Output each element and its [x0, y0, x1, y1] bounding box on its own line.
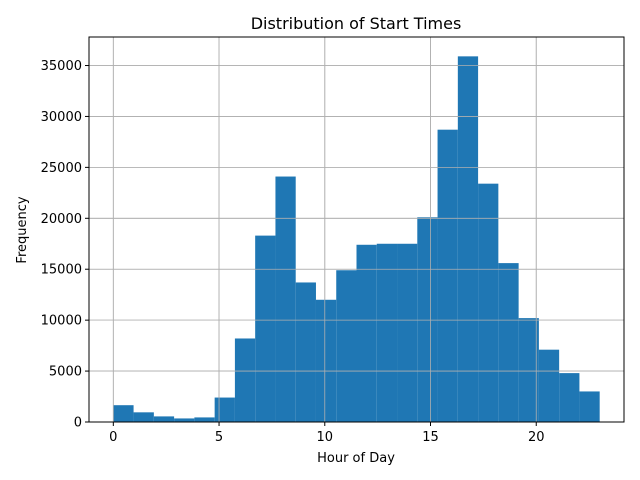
x-tick-label: 10 [317, 430, 334, 445]
y-tick-label: 15000 [41, 263, 82, 278]
y-tick-label: 5000 [49, 365, 82, 380]
y-tick-label: 10000 [41, 314, 82, 329]
histogram-bar [437, 129, 458, 422]
histogram-bar [315, 299, 337, 422]
histogram-bar [255, 235, 276, 422]
histogram-bar [376, 243, 398, 422]
x-tick-label: 0 [109, 430, 117, 445]
histogram-bar [113, 405, 134, 422]
y-tick-label: 25000 [41, 161, 82, 176]
histogram-bar [356, 244, 377, 422]
y-axis-label: Frequency [15, 196, 30, 263]
histogram-bar [336, 270, 357, 422]
x-axis-label: Hour of Day [317, 451, 395, 466]
histogram-bar [417, 217, 438, 422]
y-tick-label: 30000 [41, 110, 82, 125]
y-tick-label: 20000 [41, 212, 82, 227]
y-tick-label: 35000 [41, 59, 82, 74]
histogram-bar [397, 243, 418, 422]
histogram-bar [133, 412, 154, 422]
y-tick-label: 0 [74, 416, 82, 431]
axis-ticks: 0 5 10 15 20 0 5000 10000 15000 20000 25000 30000 35… [41, 59, 545, 445]
x-tick-label: 20 [528, 430, 545, 445]
histogram-bar [275, 176, 296, 422]
x-tick-label: 15 [422, 430, 439, 445]
histogram-bar [153, 416, 175, 422]
histogram-bar [579, 391, 600, 422]
plot-area-frame [88, 36, 625, 423]
histogram-bar [559, 373, 580, 422]
histogram-bar [538, 349, 560, 422]
histogram-bars [89, 37, 624, 423]
histogram-bar [194, 417, 215, 422]
histogram-bar [234, 338, 256, 422]
histogram-bar [478, 183, 499, 422]
histogram-bar [457, 56, 479, 422]
chart-title: Distribution of Start Times [251, 14, 462, 33]
x-tick-label: 5 [215, 430, 223, 445]
histogram-bar [498, 263, 519, 422]
histogram-bar [174, 418, 195, 422]
histogram-bar [518, 318, 539, 422]
histogram-bar [214, 397, 235, 422]
histogram-bar [295, 282, 316, 422]
